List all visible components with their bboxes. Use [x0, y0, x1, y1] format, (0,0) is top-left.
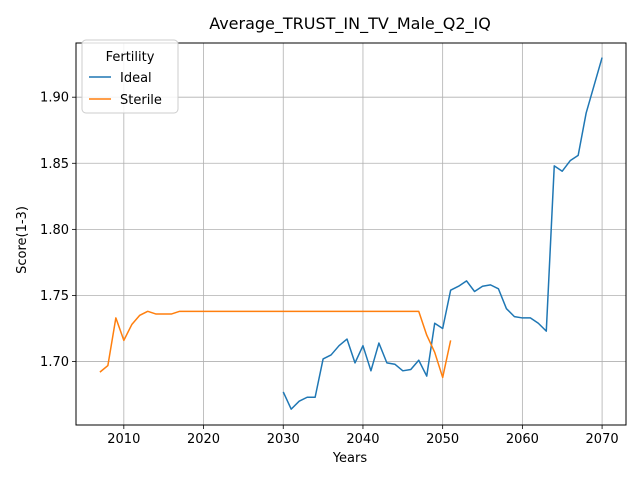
y-tick-label: 1.70 — [40, 355, 69, 370]
x-tick-label: 2070 — [586, 432, 619, 447]
y-tick-label: 1.80 — [40, 223, 69, 238]
plot-frame — [75, 42, 627, 426]
series-line-ideal — [282, 57, 603, 410]
y-tick-label: 1.75 — [40, 289, 69, 304]
grid — [76, 43, 626, 425]
series-lines — [99, 57, 603, 410]
series-line-sterile — [99, 310, 452, 379]
x-tick-label: 2040 — [346, 432, 379, 447]
y-tick-label: 1.90 — [40, 91, 69, 106]
legend-label-ideal: Ideal — [120, 71, 152, 86]
y-tick-label: 1.85 — [40, 157, 69, 172]
legend-box — [81, 39, 179, 114]
x-tick-label: 2060 — [506, 432, 539, 447]
x-axis-label: Years — [332, 451, 368, 466]
x-tick-label: 2010 — [107, 432, 140, 447]
legend-title: Fertility — [106, 50, 155, 65]
x-tick-label: 2030 — [267, 432, 300, 447]
legend-items: Ideal Sterile — [89, 71, 162, 108]
chart-title: Average_TRUST_IN_TV_Male_Q2_IQ — [209, 14, 491, 34]
axis-ticks: 2010 2020 2030 2040 2050 2060 2070 1.70 1.75 1.80… — [40, 91, 619, 447]
x-tick-label: 2020 — [187, 432, 220, 447]
x-tick-label: 2050 — [426, 432, 459, 447]
legend: Fertility Ideal Sterile — [81, 39, 179, 114]
legend-label-sterile: Sterile — [120, 93, 162, 108]
y-axis-label: Score(1-3) — [15, 206, 30, 274]
